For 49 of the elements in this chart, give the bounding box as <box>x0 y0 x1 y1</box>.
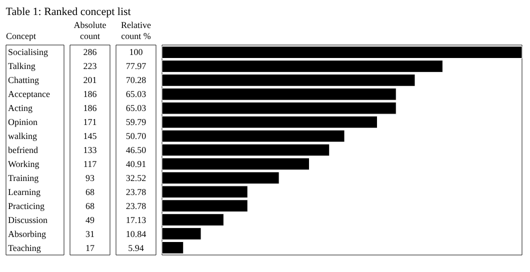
text: 32.52 <box>126 173 146 183</box>
y-tick-label: Working <box>8 159 40 169</box>
data-label: 186 <box>83 89 98 99</box>
text: 65.03 <box>126 103 147 113</box>
y-tick-label: Training <box>8 173 40 183</box>
data-label: 49 <box>86 215 95 225</box>
text: 10.84 <box>126 229 147 239</box>
data-label: 93 <box>86 173 95 183</box>
y-tick-label: Opinion <box>8 117 38 127</box>
text: 65.03 <box>126 89 147 99</box>
y-tick-label: Absorbing <box>8 229 46 239</box>
y-tick-label: Talking <box>8 61 36 71</box>
data-label: 117 <box>83 159 98 169</box>
y-tick-label: Acting <box>8 103 33 113</box>
text: 70.28 <box>126 75 147 85</box>
data-label: 171 <box>83 117 97 127</box>
data-label: 133 <box>83 145 98 155</box>
text: Table 1: Ranked concept list <box>6 6 131 18</box>
y-tick-label: Practicing <box>8 201 45 211</box>
data-label: 68 <box>86 201 95 211</box>
text: 17.13 <box>126 215 147 225</box>
text: 59.79 <box>126 117 147 127</box>
data-label: 186 <box>83 103 98 113</box>
data-label: 68 <box>86 187 95 197</box>
y-tick-label: Discussion <box>8 215 48 225</box>
data-label: 31 <box>86 229 94 239</box>
data-label: 201 <box>83 75 97 85</box>
text: 100 <box>129 47 144 57</box>
text: Relative count % <box>121 20 152 41</box>
y-tick-label: Chatting <box>8 75 40 85</box>
text: 77.97 <box>126 61 147 71</box>
text: 40.91 <box>126 159 146 169</box>
text: 5.94 <box>128 243 144 253</box>
y-tick-label: Socialising <box>8 47 48 57</box>
data-label: 145 <box>83 131 98 141</box>
text: 46.50 <box>126 145 147 155</box>
y-tick-label: befriend <box>8 145 38 155</box>
x-axis-title: Absolute count <box>74 20 106 41</box>
data-label: 17 <box>86 243 95 253</box>
text: 23.78 <box>126 187 147 197</box>
y-tick-label: Teaching <box>8 243 42 253</box>
y-tick-label: Acceptance <box>8 89 50 99</box>
data-label: 223 <box>83 61 98 71</box>
text: 23.78 <box>126 201 147 211</box>
text: 50.70 <box>126 131 147 141</box>
y-axis-title: Concept <box>6 31 36 41</box>
data-label: 286 <box>83 47 98 57</box>
y-tick-label: walking <box>8 131 38 141</box>
y-tick-label: Learning <box>8 187 41 197</box>
